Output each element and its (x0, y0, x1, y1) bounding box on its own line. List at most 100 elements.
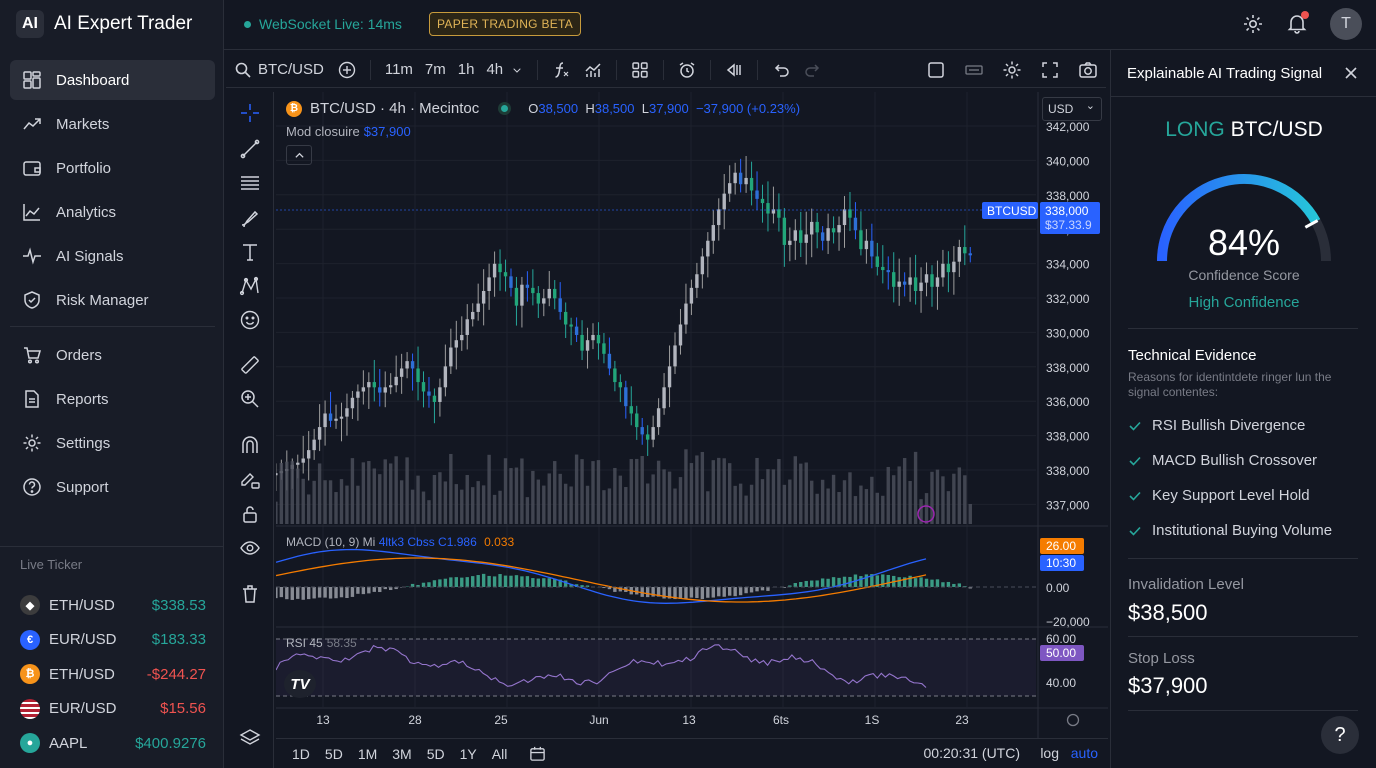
ruler-tool[interactable] (239, 354, 261, 376)
macd-histogram-bar (727, 587, 732, 596)
candle (465, 319, 469, 335)
nav-item-reports[interactable]: Reports (10, 379, 215, 419)
visibility-tool[interactable] (239, 537, 261, 559)
range-1m[interactable]: 1M (357, 745, 378, 762)
macd-histogram-bar (361, 587, 366, 595)
collapse-legend-button[interactable] (286, 145, 312, 165)
date-range-button[interactable] (529, 745, 546, 763)
candle (892, 272, 896, 287)
nav-item-orders[interactable]: Orders (10, 335, 215, 375)
utc-clock[interactable]: 00:20:31 (UTC) (923, 745, 1020, 761)
lock-drawing-tool[interactable] (239, 468, 261, 490)
interval-7m[interactable]: 7m (424, 61, 446, 78)
close-icon[interactable] (1342, 64, 1360, 82)
nav-item-markets[interactable]: Markets (10, 104, 215, 144)
log-scale-toggle[interactable]: log (1040, 745, 1059, 761)
template-icon[interactable] (964, 60, 984, 80)
price-axis-label: 338,000 (1046, 361, 1090, 375)
volume-bar (367, 461, 371, 524)
currency-select[interactable]: USD (1042, 95, 1102, 121)
layers-tool[interactable] (239, 727, 261, 749)
layout-button[interactable] (631, 61, 649, 79)
rsi-axis-label: 40.00 (1046, 676, 1076, 690)
fullscreen-icon[interactable] (1040, 60, 1060, 80)
volume-bar (317, 463, 322, 524)
symbol-search[interactable]: BTC/USD (234, 61, 324, 79)
ticker-row[interactable]: ● AAPL $400.9276 (20, 726, 206, 761)
magnet-tool[interactable] (239, 434, 261, 456)
price-axis-label: 338,000 (1046, 464, 1090, 478)
ticker-row[interactable]: ₿ ETH/USD -$244.27 (20, 657, 206, 692)
volume-bar (503, 458, 508, 524)
nav-item-ai-signals[interactable]: AI Signals (10, 236, 215, 276)
auto-scale-toggle[interactable]: auto (1070, 745, 1098, 761)
interval-dropdown[interactable] (511, 61, 523, 79)
range-5d-2[interactable]: 5D (426, 745, 445, 762)
volume-bar (859, 485, 863, 524)
range-3m[interactable]: 3M (392, 745, 412, 762)
candle (596, 334, 601, 344)
app-logo[interactable]: AI AI Expert Trader (16, 10, 192, 38)
candle (356, 391, 360, 398)
brush-tool[interactable] (239, 207, 261, 229)
candle (476, 303, 480, 312)
nav-label: Risk Manager (56, 291, 149, 309)
gear-icon[interactable] (1002, 60, 1022, 80)
pattern-tool[interactable] (239, 275, 261, 297)
mod-value: $37,900 (363, 124, 411, 139)
lock-tool[interactable] (239, 503, 261, 525)
rewind-icon (726, 62, 741, 77)
notifications-button[interactable] (1286, 10, 1309, 37)
ticker-row[interactable]: € EUR/USD $183.33 (20, 623, 206, 658)
main-nav: Dashboard Markets Portfolio Analytics AI… (10, 60, 215, 511)
replay-button[interactable] (725, 61, 743, 79)
redo-button[interactable] (804, 61, 822, 79)
interval-1h[interactable]: 1h (457, 61, 475, 78)
nav-item-settings[interactable]: Settings (10, 423, 215, 463)
chart-type-button[interactable] (584, 61, 602, 79)
zoom-tool[interactable] (239, 388, 261, 410)
indicators-button[interactable] (552, 61, 570, 79)
volume-bar (394, 456, 398, 524)
price-chart[interactable]: 342,000 340,000 338,000 336,000 334,000 332,0… (276, 92, 1108, 738)
nav-item-support[interactable]: Support (10, 467, 215, 507)
price-axis-label: 338,000 (1046, 189, 1090, 203)
avatar[interactable]: T (1330, 8, 1362, 40)
ticker-row[interactable]: EUR/USD $15.56 (20, 692, 206, 727)
fib-tool[interactable] (239, 172, 261, 194)
interval-4h[interactable]: 4h (486, 61, 504, 78)
range-1d[interactable]: 1D (292, 745, 310, 762)
volume-bar (717, 457, 721, 524)
crosshair-tool[interactable] (239, 102, 261, 124)
range-5d[interactable]: 5D (324, 745, 343, 762)
nav-item-analytics[interactable]: Analytics (10, 192, 215, 232)
delete-tool[interactable] (239, 583, 261, 605)
chart-area[interactable]: 342,000 340,000 338,000 336,000 334,000 332,0… (276, 92, 1108, 738)
range-all[interactable]: All (491, 745, 508, 762)
help-button[interactable]: ? (1321, 716, 1359, 754)
text-tool[interactable] (239, 241, 261, 263)
nav-item-dashboard[interactable]: Dashboard (10, 60, 215, 100)
trendline-tool[interactable] (239, 138, 261, 160)
macd-histogram-bar (667, 587, 672, 599)
candle (930, 274, 934, 287)
candle (503, 272, 508, 277)
macd-histogram-bar (799, 582, 803, 587)
macd-histogram-bar (870, 574, 874, 587)
nav-item-risk-manager[interactable]: Risk Manager (10, 280, 215, 320)
time-axis-label: 13 (682, 713, 696, 727)
alert-button[interactable] (678, 61, 696, 79)
interval-11m[interactable]: 11m (384, 61, 413, 78)
volume-bar (460, 489, 464, 524)
emoji-tool[interactable] (239, 309, 261, 331)
ticker-row[interactable]: ◆ ETH/USD $338.53 (20, 588, 206, 623)
gear-icon[interactable] (1242, 13, 1264, 35)
window-icon[interactable] (926, 60, 946, 80)
compare-button[interactable] (338, 61, 356, 79)
camera-icon[interactable] (1078, 60, 1098, 80)
macd-histogram-bar (749, 587, 754, 593)
nav-item-portfolio[interactable]: Portfolio (10, 148, 215, 188)
undo-button[interactable] (772, 61, 790, 79)
range-1y[interactable]: 1Y (459, 745, 477, 762)
ohlc-change: −37,900 (+0.23%) (695, 101, 801, 116)
